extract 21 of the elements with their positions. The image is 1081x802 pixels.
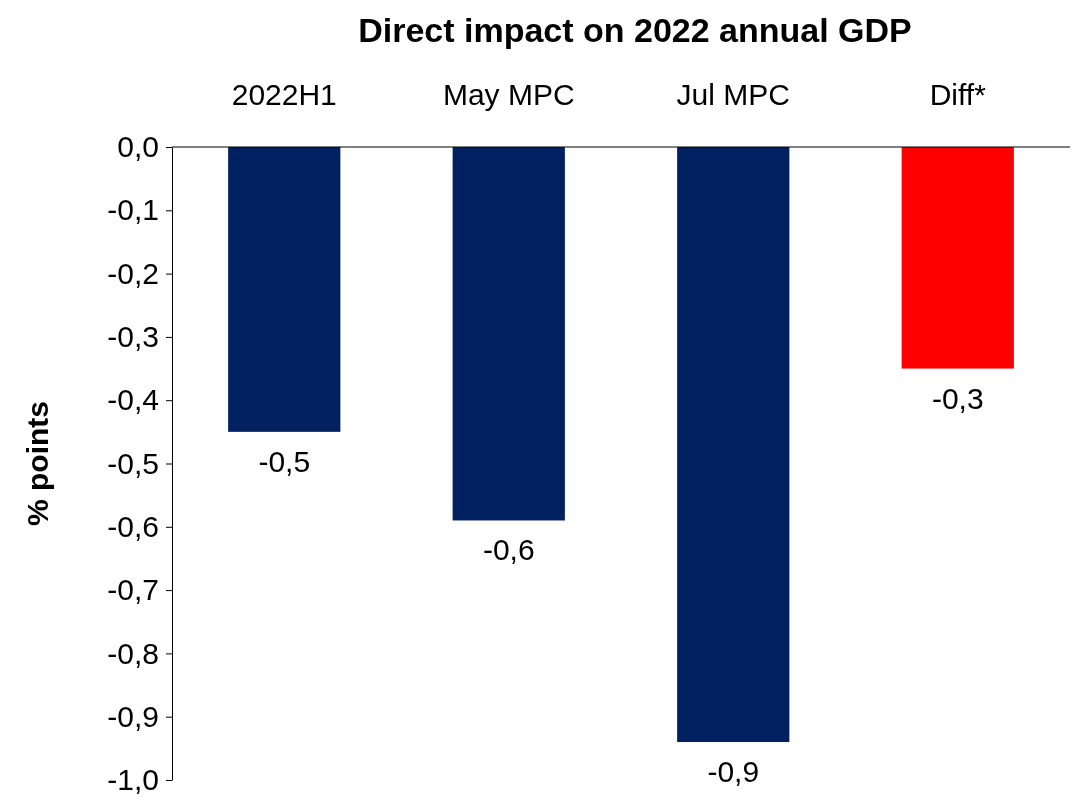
y-tick-label: -0,6: [107, 509, 159, 543]
y-tick-label: -1,0: [107, 763, 159, 797]
x-tick-label: May MPC: [442, 78, 575, 111]
y-tick-label: -0,5: [107, 446, 159, 480]
data-label: -0,3: [931, 381, 984, 415]
y-tick-label: -0,8: [107, 636, 159, 670]
y-tick-label: -0,4: [107, 383, 159, 417]
y-tick-label: -0,9: [107, 699, 159, 733]
x-tick-label: 2022H1: [231, 78, 337, 111]
x-tick-label: Jul MPC: [676, 78, 790, 111]
x-tick-label: Diff*: [929, 78, 987, 111]
y-tick-label: -0,1: [107, 193, 159, 227]
y-tick-label: -0,2: [107, 256, 159, 290]
y-tick-label: -0,3: [107, 320, 159, 353]
data-label: -0,5: [258, 444, 311, 478]
y-tick-label: -0,7: [107, 573, 159, 607]
y-axis-title: % points: [21, 401, 54, 526]
data-label: -0,9: [707, 755, 760, 789]
y-tick-label: 0,0: [117, 130, 159, 164]
chart-title: Direct impact on 2022 annual GDP: [358, 11, 912, 49]
data-label: -0,6: [482, 533, 535, 567]
